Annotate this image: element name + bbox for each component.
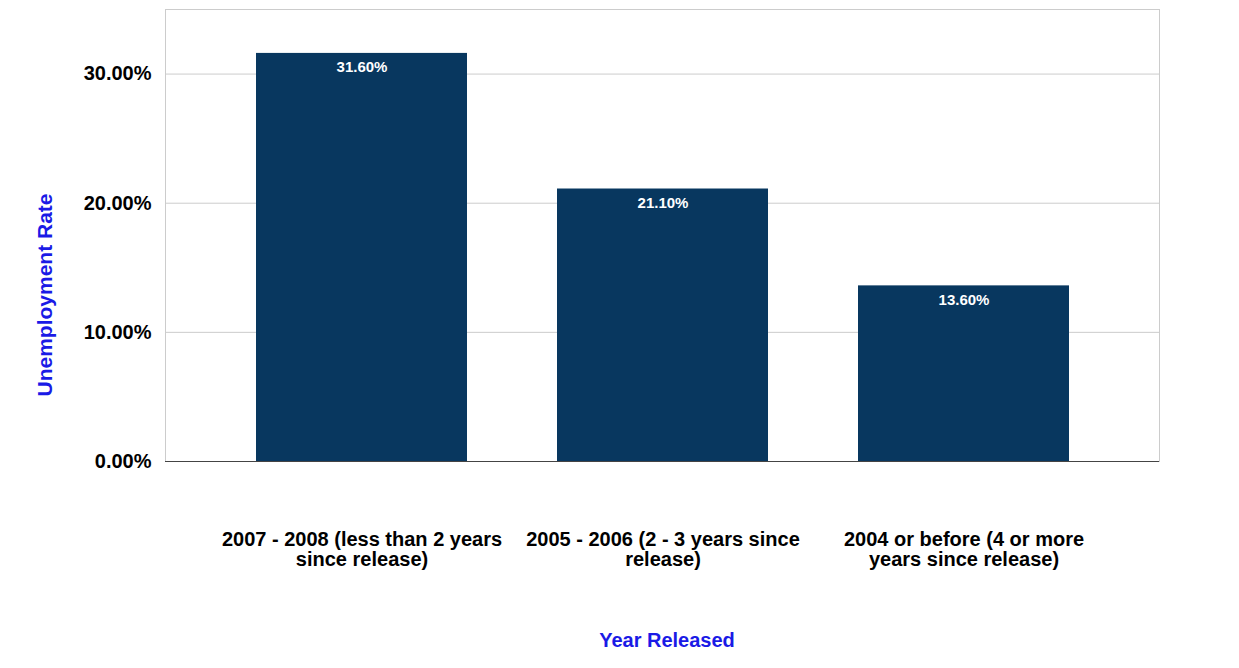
svg-text:13.60%: 13.60%: [939, 291, 990, 308]
svg-text:31.60%: 31.60%: [337, 58, 388, 75]
svg-text:10.00%: 10.00%: [84, 321, 152, 343]
svg-text:2007 - 2008 (less than 2 years: 2007 - 2008 (less than 2 yearssince rele…: [222, 528, 502, 570]
svg-text:0.00%: 0.00%: [95, 450, 152, 472]
html-text:Year Released: Year Released: [599, 628, 735, 651]
svg-text:20.00%: 20.00%: [84, 192, 152, 214]
svg-text:2004 or before (4 or moreyears: 2004 or before (4 or moreyears since rel…: [844, 528, 1084, 570]
svg-text:30.00%: 30.00%: [84, 62, 152, 84]
svg-text:21.10%: 21.10%: [638, 194, 689, 211]
html-text:Unemployment Rate: Unemployment Rate: [33, 193, 56, 397]
svg-text:2005 - 2006 (2 - 3 years since: 2005 - 2006 (2 - 3 years sincerelease): [526, 528, 800, 570]
